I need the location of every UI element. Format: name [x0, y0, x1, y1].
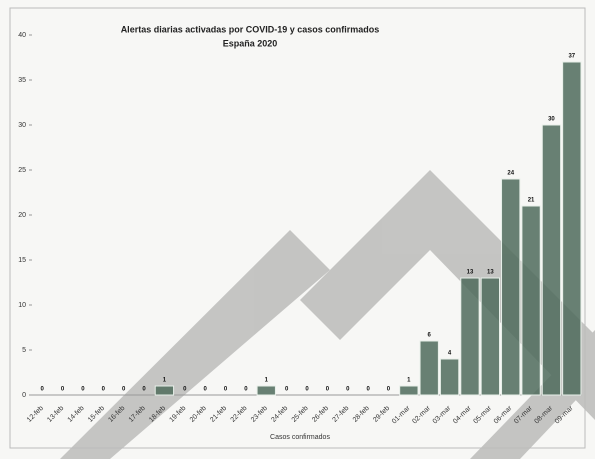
bar: [480, 277, 500, 396]
x-axis-label: Casos confirmados: [270, 434, 330, 441]
y-tick-label: 20: [18, 212, 26, 219]
value-label: 1: [407, 378, 411, 384]
bar: [460, 277, 480, 396]
bar: [399, 385, 419, 396]
value-label: 21: [528, 198, 535, 204]
bar: [541, 124, 562, 396]
chart-subtitle: España 2020: [223, 38, 278, 48]
value-label: 0: [244, 387, 248, 393]
value-label: 13: [487, 270, 494, 276]
y-tick-label: 15: [18, 257, 26, 264]
value-label: 0: [387, 387, 391, 393]
value-label: 6: [428, 333, 432, 339]
bar: [521, 205, 541, 396]
value-label: 0: [366, 387, 370, 393]
value-label: 0: [61, 387, 65, 393]
value-label: 0: [41, 387, 45, 393]
value-label: 0: [122, 387, 126, 393]
value-label: 0: [285, 387, 289, 393]
y-tick-label: 25: [18, 167, 26, 174]
value-label: 0: [142, 387, 146, 393]
bar: [501, 178, 521, 396]
value-label: 0: [81, 387, 85, 393]
value-label: 0: [224, 387, 228, 393]
bar: [154, 385, 175, 396]
value-label: 0: [102, 387, 106, 393]
value-label: 0: [203, 387, 207, 393]
value-label: 4: [448, 351, 452, 357]
value-label: 24: [507, 171, 514, 177]
value-label: 1: [265, 378, 269, 384]
value-label: 37: [568, 54, 575, 60]
value-label: 1: [163, 378, 167, 384]
value-label: 13: [467, 270, 474, 276]
value-label: 30: [548, 117, 555, 123]
y-tick-label: 35: [18, 77, 26, 84]
chart-frame: [9, 7, 586, 449]
chart-title: Alertas diarias activadas por COVID-19 y…: [121, 24, 380, 34]
y-tick-label: 5: [22, 347, 26, 354]
y-tick-label: 40: [18, 32, 26, 39]
bar: [256, 385, 276, 396]
value-label: 0: [183, 387, 187, 393]
bar: [419, 340, 439, 396]
bar: [562, 61, 582, 396]
value-label: 0: [346, 387, 350, 393]
y-tick-label: 0: [22, 392, 26, 399]
value-label: 0: [326, 387, 330, 393]
value-label: 0: [305, 387, 309, 393]
y-tick-label: 10: [18, 302, 26, 309]
bar: [439, 358, 460, 396]
y-tick-label: 30: [18, 122, 26, 129]
